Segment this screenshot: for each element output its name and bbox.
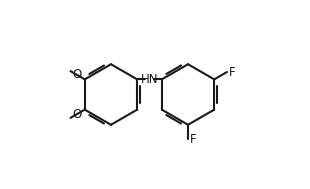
Text: HN: HN — [141, 73, 158, 86]
Text: O: O — [73, 108, 82, 121]
Text: O: O — [73, 68, 82, 81]
Text: F: F — [229, 66, 236, 78]
Text: F: F — [190, 133, 197, 146]
